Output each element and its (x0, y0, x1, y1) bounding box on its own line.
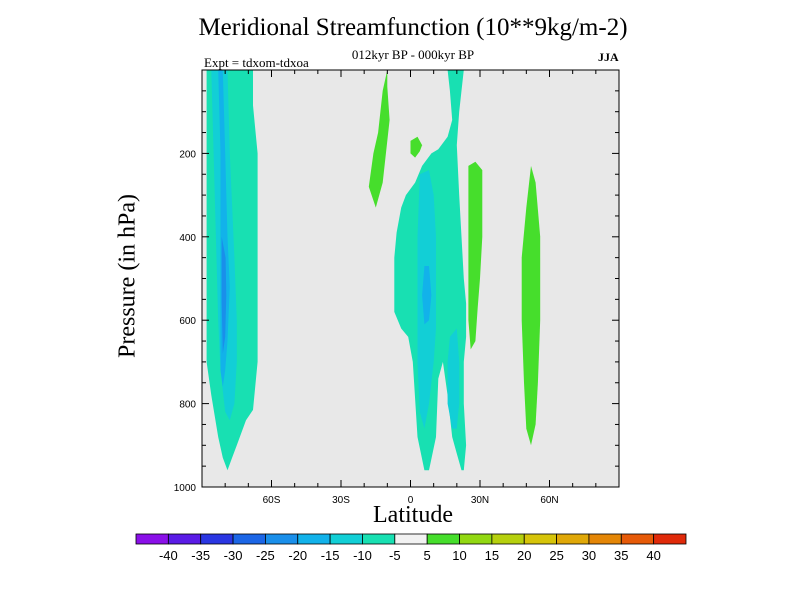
colorbar-label: -10 (353, 548, 372, 563)
axes: 60S 30S 0 30N 60N 200 400 600 800 1000 (174, 70, 620, 506)
chart-title: Meridional Streamfunction (10**9kg/m-2) (198, 14, 628, 41)
contour-region-nh-mid-positive (368, 70, 390, 208)
colorbar-label: -30 (224, 548, 243, 563)
season-annotation: JJA (598, 50, 619, 64)
x-tick-label: 0 (408, 495, 414, 506)
contour-region-nh-30n-positive (468, 161, 483, 350)
y-tick-label: 200 (179, 149, 196, 160)
y-tick-label: 1000 (174, 483, 197, 494)
colorbar-swatch (200, 533, 234, 545)
colorbar-label: -15 (321, 548, 340, 563)
colorbar: -40 -35 -30 -25 -20 -15 -10 -5 5 10 15 20 25 30 35 40 (135, 533, 687, 563)
colorbar-swatch (329, 533, 363, 545)
colorbar-label: -25 (256, 548, 275, 563)
colorbar-swatch (265, 533, 299, 545)
contour-region-southern-cell-core (218, 70, 230, 387)
colorbar-label: 10 (452, 548, 466, 563)
contour-region-southern-cell-inner (221, 236, 227, 354)
colorbar-label: 20 (517, 548, 531, 563)
colorbar-label: 15 (485, 548, 499, 563)
colorbar-label: 25 (549, 548, 563, 563)
colorbar-label: 35 (614, 548, 628, 563)
colorbar-swatch (167, 533, 202, 545)
chart-subtitle: 012kyr BP - 000kyr BP (351, 47, 475, 62)
colorbar-label: -40 (159, 548, 178, 563)
experiment-annotation: Expt = tdxom-tdxoa (204, 55, 309, 70)
colorbar-swatch (426, 533, 460, 545)
colorbar-label: -5 (389, 548, 401, 563)
x-tick-label: 30N (471, 495, 489, 506)
y-tick-label: 600 (179, 316, 196, 327)
colorbar-label: 40 (646, 548, 660, 563)
contour-region-nh-50n-positive (521, 165, 541, 446)
colorbar-label: 5 (424, 548, 431, 563)
colorbar-swatch (653, 533, 687, 545)
colorbar-swatch (491, 533, 525, 545)
x-axis-label: Latitude (373, 502, 453, 528)
y-tick-label: 400 (179, 233, 196, 244)
colorbar-swatch (588, 533, 622, 545)
colorbar-swatch (232, 533, 266, 545)
colorbar-swatch (362, 533, 396, 545)
contour-regions (206, 70, 541, 471)
colorbar-swatch (135, 533, 169, 545)
colorbar-swatch (620, 533, 655, 545)
colorbar-label: -20 (288, 548, 307, 563)
y-tick-label: 800 (179, 400, 196, 411)
x-tick-label: 60N (540, 495, 558, 506)
x-tick-label: 60S (263, 495, 281, 506)
colorbar-label: 30 (582, 548, 596, 563)
colorbar-swatch (459, 533, 493, 545)
x-tick-label: 30S (332, 495, 350, 506)
colorbar-swatch (523, 533, 557, 545)
colorbar-swatch (394, 533, 428, 545)
contour-region-nh-small-positive (410, 136, 423, 158)
colorbar-swatch (297, 533, 331, 545)
colorbar-swatch (556, 533, 590, 545)
contour-region-tropical-cell-core (422, 266, 432, 325)
colorbar-label: -35 (191, 548, 210, 563)
contour-region-tropical-cell-lower (447, 328, 460, 429)
